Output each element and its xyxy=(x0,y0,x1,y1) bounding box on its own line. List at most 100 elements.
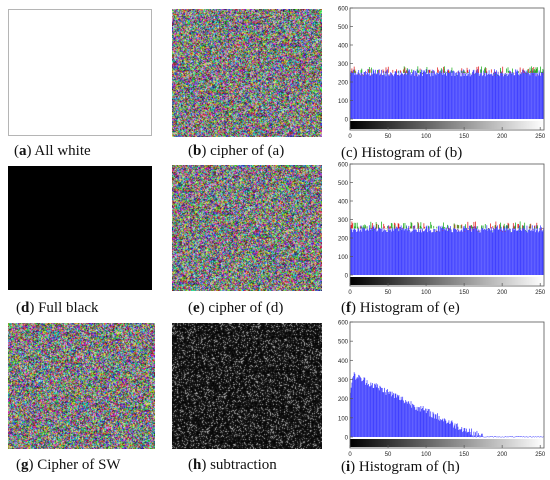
histogram-bar xyxy=(414,407,416,437)
histogram-bar xyxy=(463,75,465,119)
histogram-bar xyxy=(436,72,438,119)
histogram-bar xyxy=(376,73,378,119)
histogram-bar xyxy=(418,407,420,437)
histogram-bar xyxy=(468,71,469,73)
histogram-bar xyxy=(422,231,424,275)
histogram-bar xyxy=(390,231,392,275)
histogram-bar xyxy=(465,73,467,74)
histogram-bar xyxy=(460,225,462,229)
histogram-bar xyxy=(371,228,372,229)
histogram-bar xyxy=(533,68,535,73)
histogram-bar xyxy=(481,433,482,437)
histogram-bar xyxy=(404,228,406,275)
histogram-bar xyxy=(418,228,420,229)
histogram-bar xyxy=(515,436,517,437)
image-full-black xyxy=(8,166,152,290)
histogram-bar xyxy=(513,226,515,229)
histogram-bar xyxy=(408,401,410,437)
histogram-bar xyxy=(507,230,509,275)
histogram-bar xyxy=(507,224,509,229)
histogram-bar xyxy=(404,222,406,229)
histogram-bar xyxy=(462,231,463,275)
histogram-bar xyxy=(386,230,388,231)
histogram-bar xyxy=(528,73,530,119)
histogram-bar xyxy=(369,69,371,73)
histogram-bar xyxy=(443,421,444,437)
histogram-bar xyxy=(385,228,387,229)
histogram-bar xyxy=(514,225,516,275)
histogram-bar xyxy=(408,73,410,74)
histogram-bar xyxy=(509,228,511,275)
histogram-bar xyxy=(462,432,463,437)
histogram-bar xyxy=(406,70,407,73)
histogram-bar xyxy=(518,436,519,437)
histogram-bar xyxy=(371,223,373,229)
histogram-bar xyxy=(400,70,401,73)
histogram-bar xyxy=(491,230,493,275)
histogram-bar xyxy=(367,229,369,275)
histogram-bar xyxy=(476,230,478,232)
histogram-bar xyxy=(435,231,437,232)
histogram-bar xyxy=(443,227,444,275)
histogram-bar xyxy=(502,73,504,119)
histogram-bar xyxy=(490,69,492,73)
histogram-bar xyxy=(411,223,413,229)
histogram-bar xyxy=(362,75,364,119)
histogram-bar xyxy=(528,229,529,275)
histogram-bar xyxy=(380,386,382,437)
histogram-bar xyxy=(472,72,473,119)
histogram-bar xyxy=(529,75,531,119)
histogram-bar xyxy=(462,226,464,275)
y-tick-label: 400 xyxy=(338,200,349,206)
histogram-bar xyxy=(475,437,477,438)
histogram-bar xyxy=(458,429,460,437)
histogram-bar xyxy=(406,401,407,437)
caption-g: (g) Cipher of SW xyxy=(16,457,121,473)
histogram-bar xyxy=(372,226,374,275)
histogram-bar xyxy=(540,227,542,275)
histogram-bar xyxy=(367,385,369,437)
axes-box xyxy=(349,163,545,287)
histogram-bar xyxy=(460,428,462,437)
histogram-bar xyxy=(387,392,389,437)
histogram-bar xyxy=(481,69,482,119)
histogram-bar xyxy=(540,75,541,119)
histogram-bar xyxy=(478,231,480,232)
histogram-bar xyxy=(441,69,443,119)
histogram-bar xyxy=(406,74,407,119)
histogram-bar xyxy=(355,71,357,119)
histogram-bar xyxy=(417,76,419,119)
histogram-bar xyxy=(387,229,388,231)
histogram-bar xyxy=(475,226,476,275)
histogram-bar xyxy=(537,226,538,275)
histogram-bar xyxy=(490,73,492,119)
histogram-bar xyxy=(448,227,450,275)
histogram-bar xyxy=(460,70,462,119)
histogram-bar xyxy=(503,227,504,275)
histogram-bar xyxy=(531,71,533,119)
histogram-bar xyxy=(495,72,497,119)
histogram-bar xyxy=(437,231,438,275)
y-tick-label: 500 xyxy=(338,181,349,187)
histogram-bar xyxy=(400,226,401,275)
histogram-bar xyxy=(531,225,533,275)
histogram-bar xyxy=(416,69,418,119)
histogram-bar xyxy=(511,231,513,275)
histogram-bar xyxy=(449,228,451,275)
histogram-bar xyxy=(462,69,464,119)
caption-b: (b) cipher of (a) xyxy=(188,143,285,159)
y-tick-label: 400 xyxy=(338,44,349,50)
y-tick-label: 0 xyxy=(345,274,349,280)
histogram-bar xyxy=(519,67,521,73)
histogram-bar xyxy=(521,436,523,437)
histogram-bar xyxy=(487,228,489,275)
histogram-bar xyxy=(523,436,525,437)
histogram-bar xyxy=(428,226,429,275)
histogram-bar xyxy=(470,225,472,229)
histogram-bar xyxy=(379,385,381,437)
histogram-bar xyxy=(531,230,532,275)
histogram-bar xyxy=(463,228,465,275)
histogram-bar xyxy=(389,75,391,76)
histogram-bar xyxy=(428,73,430,75)
histogram-bar xyxy=(370,75,372,77)
